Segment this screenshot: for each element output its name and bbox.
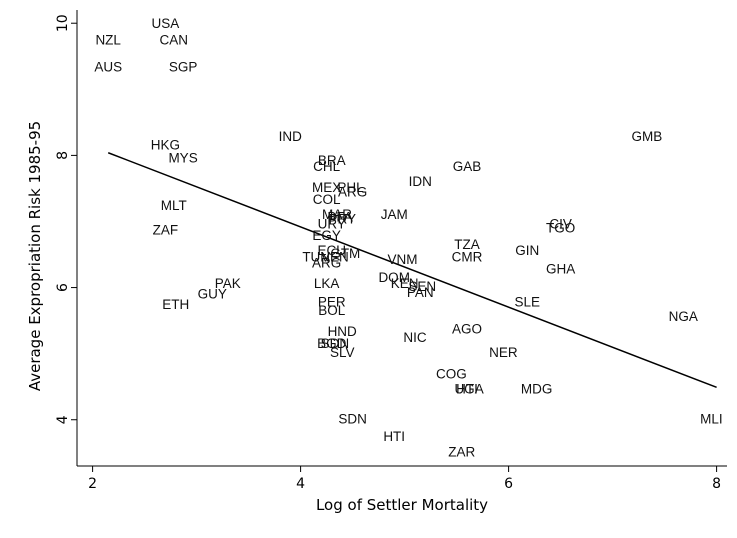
point-label: ZAR xyxy=(448,444,475,459)
point-label: MEX xyxy=(312,180,341,195)
point-label: URY xyxy=(318,216,346,231)
point-label: GMB xyxy=(632,129,663,144)
point-label: HND xyxy=(328,324,357,339)
point-label: BRA xyxy=(318,153,346,168)
point-label: TGO xyxy=(546,220,575,235)
point-label: HTI xyxy=(456,382,478,397)
point-label: GTM xyxy=(330,246,360,261)
point-label: ETH xyxy=(162,297,189,312)
point-label: LKA xyxy=(314,276,340,291)
point-label: NZL xyxy=(95,33,121,48)
point-label: BOL xyxy=(318,303,346,318)
x-tick-label: 8 xyxy=(712,476,721,492)
point-label: SLV xyxy=(330,345,355,360)
point-label: PAN xyxy=(407,285,434,300)
point-label: AGO xyxy=(452,321,482,336)
point-label: CAN xyxy=(159,33,188,48)
y-tick-label: 10 xyxy=(55,14,71,32)
point-label: ZAF xyxy=(153,222,179,237)
point-label: HTI xyxy=(383,429,405,444)
point-label: MAR xyxy=(322,207,352,222)
y-tick-label: 4 xyxy=(55,415,71,424)
point-label: GIN xyxy=(515,243,539,258)
point-label: PER xyxy=(318,294,346,309)
y-tick-label: 6 xyxy=(55,283,71,292)
point-label: SDN xyxy=(321,336,350,351)
fit-line xyxy=(107,152,717,389)
point-label: NGA xyxy=(669,309,698,324)
point-label: COL xyxy=(313,192,341,207)
point-label: BFA xyxy=(327,210,353,225)
point-label: PHL xyxy=(337,180,364,195)
axes: 2 4 6 8 4 6 8 10 xyxy=(55,10,727,492)
fit-line-group xyxy=(107,152,717,389)
point-label: IND xyxy=(279,129,303,144)
point-label: CIV xyxy=(549,216,572,231)
point-label: PAK xyxy=(215,276,241,291)
point-label: HKG xyxy=(151,138,180,153)
point-label: TZA xyxy=(454,237,480,252)
x-tick-label: 4 xyxy=(296,476,305,492)
point-label: JAM xyxy=(381,207,408,222)
y-axis-title: Average Expropriation Risk 1985-95 xyxy=(26,121,44,391)
point-label: UGA xyxy=(454,382,483,397)
point-label: SGP xyxy=(169,60,198,75)
point-label: ECU xyxy=(318,243,347,258)
point-label: MLI xyxy=(700,411,723,426)
point-label: ARG xyxy=(338,185,367,200)
point-label: CHL xyxy=(313,159,340,174)
point-label: CMR xyxy=(452,249,483,264)
x-axis-title: Log of Settler Mortality xyxy=(316,496,488,514)
x-tick-label: 2 xyxy=(88,476,97,492)
point-label: MLT xyxy=(161,198,187,213)
point-label: EGY xyxy=(312,228,341,243)
point-label: NIC xyxy=(403,330,427,345)
point-label: BGD xyxy=(317,336,347,351)
point-label: AUS xyxy=(94,60,122,75)
point-label: SDN xyxy=(338,411,367,426)
point-label: TUN xyxy=(302,249,330,264)
point-label: GHA xyxy=(546,261,575,276)
point-label: MDG xyxy=(521,382,553,397)
y-tick-label: 8 xyxy=(55,151,71,160)
point-label: COG xyxy=(436,366,467,381)
point-label: VEN xyxy=(321,249,349,264)
point-label: DOM xyxy=(378,270,410,285)
point-label: VNM xyxy=(388,252,418,267)
point-label: KEN xyxy=(391,276,419,291)
point-label: USA xyxy=(152,16,180,31)
point-label: NER xyxy=(489,345,518,360)
point-label: SEN xyxy=(408,279,436,294)
point-label: SLE xyxy=(515,294,541,309)
point-label: IDN xyxy=(409,174,432,189)
point-label: ARG xyxy=(312,255,341,270)
point-label: GAB xyxy=(453,159,482,174)
x-tick-label: 6 xyxy=(504,476,513,492)
point-label: MYS xyxy=(168,150,197,165)
point-label: PRY xyxy=(328,212,356,227)
point-label: GUY xyxy=(198,286,227,301)
